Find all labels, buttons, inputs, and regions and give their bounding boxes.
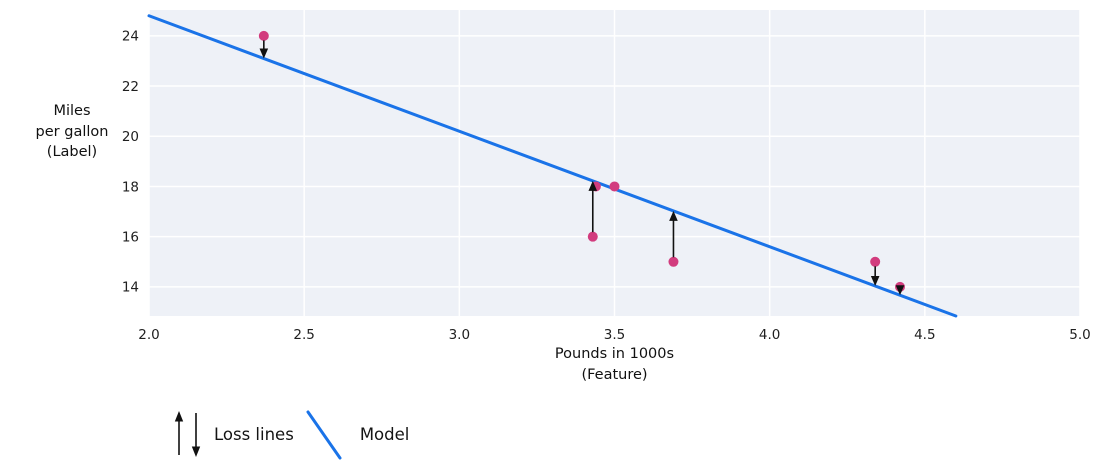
x-axis-title: Pounds in 1000s (Feature) <box>149 344 1080 386</box>
x-tick-label: 5.0 <box>1069 327 1090 343</box>
y-tick-label: 16 <box>122 229 139 245</box>
x-tick-label: 4.5 <box>914 327 935 343</box>
x-tick-label: 4.0 <box>759 327 780 343</box>
data-point <box>668 256 679 267</box>
loss-line-arrowhead <box>669 210 678 221</box>
y-tick-label: 18 <box>122 179 139 195</box>
model-line <box>147 14 958 318</box>
loss-line-arrowhead <box>895 285 905 296</box>
y-tick-label: 24 <box>122 29 139 45</box>
y-tick-label: 20 <box>122 129 139 145</box>
x-tick-label: 3.5 <box>604 327 625 343</box>
y-axis-title-line3: (Label) <box>46 144 98 160</box>
legend-label-model: Model <box>359 424 410 444</box>
x-axis-title-line2: (Feature) <box>581 367 648 383</box>
y-tick-label: 22 <box>122 79 139 95</box>
x-tick-label: 2.5 <box>293 327 314 343</box>
model-line-icon <box>306 410 342 460</box>
legend-label-loss-lines: Loss lines <box>214 424 294 444</box>
y-tick-label: 14 <box>122 280 139 296</box>
x-tick-label: 2.0 <box>138 327 159 343</box>
data-point <box>870 256 881 267</box>
x-axis-title-line1: Pounds in 1000s <box>554 346 675 362</box>
y-axis-title-line1: Miles <box>53 103 91 119</box>
data-point <box>258 30 269 41</box>
x-tick-label: 3.0 <box>449 327 470 343</box>
y-axis-title: Miles per gallon (Label) <box>16 101 128 163</box>
legend: Loss lines Model <box>163 406 409 462</box>
data-point <box>609 181 620 192</box>
loss-lines-icon <box>174 411 201 457</box>
loss-line-arrowhead <box>588 180 598 191</box>
loss-line-arrowhead <box>259 48 269 59</box>
y-axis-title-line2: per gallon <box>35 123 109 140</box>
data-point <box>587 231 598 242</box>
loss-line-arrowhead <box>870 275 880 286</box>
